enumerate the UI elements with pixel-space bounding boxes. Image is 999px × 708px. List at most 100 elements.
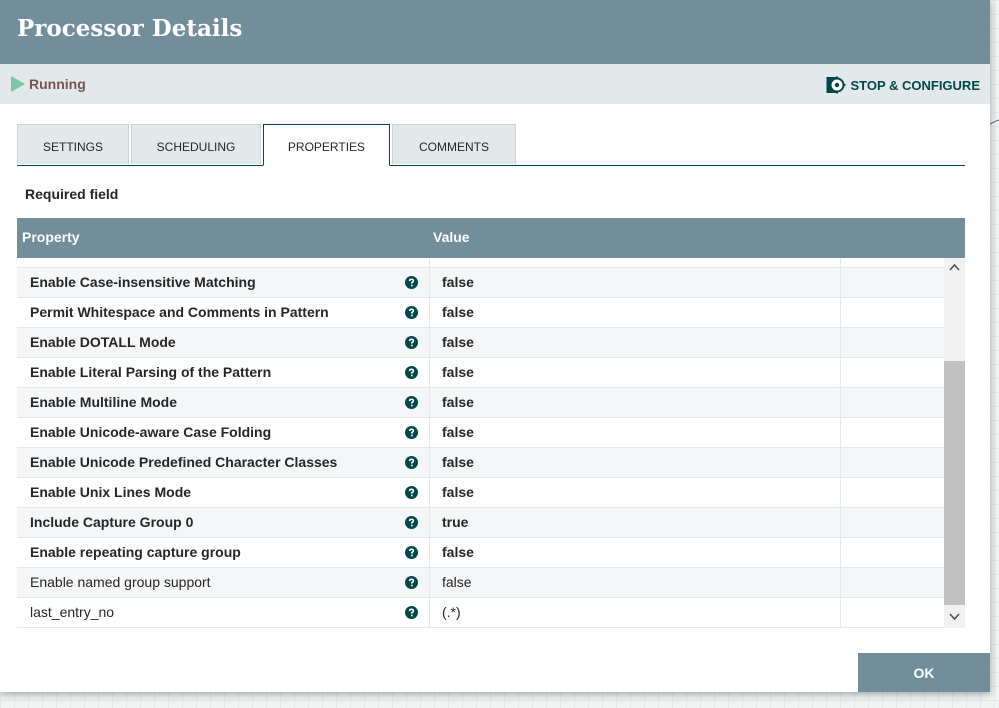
question-circle-icon[interactable] [405, 576, 418, 589]
cell-divider [840, 568, 841, 598]
property-value[interactable]: false [442, 544, 474, 560]
tab-label: COMMENTS [419, 140, 489, 154]
property-name: last_entry_no [30, 604, 115, 620]
cell-divider [429, 358, 430, 388]
table-row[interactable]: last_entry_no (.*) [17, 598, 944, 628]
table-body: Enable Case-insensitive Matching false Per… [17, 258, 965, 628]
cell-divider [840, 598, 841, 628]
question-circle-icon[interactable] [405, 546, 418, 559]
property-name: Permit Whitespace and Comments in Patter… [30, 304, 329, 320]
table-row[interactable]: Enable Literal Parsing of the Pattern fal… [17, 358, 944, 388]
question-circle-icon[interactable] [405, 516, 418, 529]
table-row-partial [17, 258, 944, 268]
property-name: Enable Literal Parsing of the Pattern [30, 364, 272, 380]
property-value[interactable]: false [442, 424, 474, 440]
cell-divider [840, 418, 841, 448]
status-bar: Running STOP & CONFIGURE [0, 64, 990, 104]
cell-divider [429, 418, 430, 448]
processor-details-dialog: Processor Details Running STOP & CONFIGU… [0, 0, 990, 692]
cell-divider [429, 598, 430, 628]
property-value[interactable]: false [442, 484, 474, 500]
table-row[interactable]: Enable named group support false [17, 568, 944, 598]
table-row[interactable]: Enable Unix Lines Mode false [17, 478, 944, 508]
tab-settings[interactable]: SETTINGS [17, 124, 129, 164]
required-field-label: Required field [25, 186, 119, 202]
table-row[interactable]: Permit Whitespace and Comments in Patter… [17, 298, 944, 328]
property-name: Enable DOTALL Mode [30, 334, 176, 350]
table-row[interactable]: Enable repeating capture group false [17, 538, 944, 568]
question-circle-icon[interactable] [405, 396, 418, 409]
property-name: Enable Unicode-aware Case Folding [30, 424, 272, 440]
question-circle-icon[interactable] [405, 486, 418, 499]
tab-label: SETTINGS [42, 140, 103, 154]
tab-bar: SETTINGS SCHEDULING PROPERTIES COMMENTS [17, 124, 965, 166]
dialog-title: Processor Details [17, 15, 243, 42]
property-value[interactable]: true [442, 514, 469, 530]
question-circle-icon[interactable] [405, 366, 418, 379]
question-circle-icon[interactable] [405, 336, 418, 349]
play-icon [11, 76, 25, 92]
cell-divider [840, 298, 841, 328]
cell-divider [429, 448, 430, 478]
cell-divider [429, 298, 430, 328]
property-value[interactable]: false [442, 334, 474, 350]
cell-divider [840, 478, 841, 508]
cell-divider [840, 258, 841, 268]
property-name: Enable repeating capture group [30, 544, 241, 560]
cell-divider [840, 538, 841, 568]
stop-configure-button[interactable]: STOP & CONFIGURE [826, 75, 980, 95]
cell-divider [840, 448, 841, 478]
property-name: Enable named group support [30, 574, 211, 590]
property-value[interactable]: false [442, 454, 474, 470]
property-name: Enable Unicode Predefined Character Clas… [30, 454, 338, 470]
question-circle-icon[interactable] [405, 306, 418, 319]
question-circle-icon[interactable] [405, 426, 418, 439]
table-row[interactable]: Enable Case-insensitive Matching false [17, 268, 944, 298]
scroll-down-icon[interactable] [948, 610, 961, 623]
tab-label: PROPERTIES [287, 140, 366, 154]
cell-divider [840, 268, 841, 298]
tab-scheduling[interactable]: SCHEDULING [131, 124, 261, 164]
tab-label: SCHEDULING [156, 140, 236, 154]
stop-configure-label: STOP & CONFIGURE [850, 77, 980, 93]
question-circle-icon[interactable] [405, 276, 418, 289]
property-value[interactable]: false [442, 274, 474, 290]
tab-comments[interactable]: COMMENTS [392, 124, 516, 164]
table-row[interactable]: Enable Multiline Mode false [17, 388, 944, 418]
cell-divider [429, 258, 430, 268]
table-row[interactable]: Enable Unicode-aware Case Folding false [17, 418, 944, 448]
cell-divider [429, 508, 430, 538]
cell-divider [429, 568, 430, 598]
cell-divider [840, 508, 841, 538]
property-value[interactable]: false [442, 394, 474, 410]
cell-divider [429, 268, 430, 298]
property-value[interactable]: false [442, 304, 474, 320]
property-name: Enable Case-insensitive Matching [30, 274, 256, 290]
question-circle-icon[interactable] [405, 456, 418, 469]
scroll-up-icon[interactable] [948, 261, 961, 274]
property-name: Enable Multiline Mode [30, 394, 178, 410]
cell-divider [840, 388, 841, 418]
scrollbar-thumb[interactable] [944, 361, 965, 605]
column-header-value[interactable]: Value [433, 229, 470, 245]
properties-table: Property Value Enable Case-insensitive M… [17, 218, 965, 628]
ok-button[interactable]: OK [858, 653, 990, 692]
cell-divider [429, 328, 430, 358]
question-circle-icon[interactable] [405, 606, 418, 619]
vertical-scrollbar[interactable] [944, 258, 965, 628]
cell-divider [429, 388, 430, 418]
table-row[interactable]: Enable DOTALL Mode false [17, 328, 944, 358]
cell-divider [429, 478, 430, 508]
property-value[interactable]: false [442, 364, 474, 380]
run-status-label: Running [29, 76, 86, 92]
tab-properties[interactable]: PROPERTIES [263, 124, 390, 166]
property-value[interactable]: false [442, 574, 472, 590]
property-name: Enable Unix Lines Mode [30, 484, 192, 500]
table-row[interactable]: Include Capture Group 0 true [17, 508, 944, 538]
cell-divider [429, 538, 430, 568]
dialog-header: Processor Details [0, 0, 990, 64]
property-value[interactable]: (.*) [442, 604, 461, 620]
column-header-property[interactable]: Property [22, 229, 80, 245]
cell-divider [840, 328, 841, 358]
table-row[interactable]: Enable Unicode Predefined Character Clas… [17, 448, 944, 478]
